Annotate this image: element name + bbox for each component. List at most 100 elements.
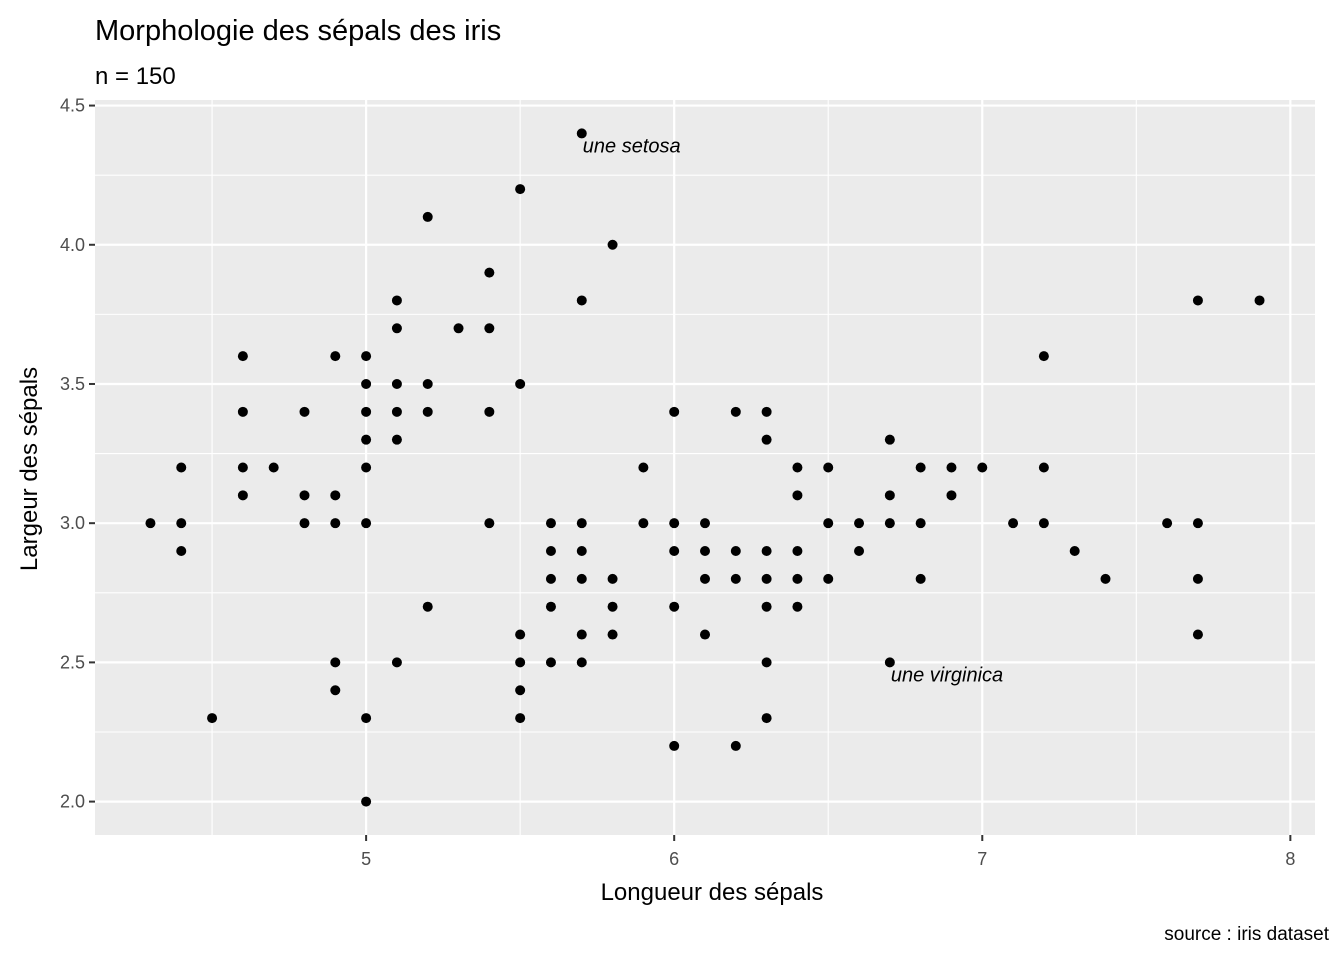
annotations: une setosa une virginica	[583, 135, 1003, 686]
data-point	[237, 462, 248, 473]
data-point	[977, 462, 988, 473]
data-point	[330, 351, 341, 362]
data-point	[761, 546, 772, 557]
x-tick-label: 5	[361, 849, 371, 869]
data-point	[1192, 629, 1203, 640]
data-point	[237, 351, 248, 362]
data-point	[761, 601, 772, 612]
data-point	[515, 685, 526, 696]
data-point	[1100, 573, 1111, 584]
data-point	[823, 518, 834, 529]
data-point	[361, 713, 372, 724]
data-point	[484, 518, 495, 529]
data-point	[422, 406, 433, 417]
data-point	[237, 490, 248, 501]
data-point	[730, 406, 741, 417]
y-tick-label: 2.5	[60, 652, 85, 672]
data-point	[422, 378, 433, 389]
data-point	[1192, 518, 1203, 529]
data-point	[361, 434, 372, 445]
data-point	[915, 573, 926, 584]
data-point	[391, 323, 402, 334]
data-point	[391, 406, 402, 417]
data-point	[1038, 351, 1049, 362]
data-point	[1069, 546, 1080, 557]
data-point	[576, 295, 587, 306]
data-point	[761, 406, 772, 417]
data-point	[1038, 462, 1049, 473]
data-point	[730, 573, 741, 584]
data-point	[422, 601, 433, 612]
y-tick-label: 3.5	[60, 374, 85, 394]
data-point	[607, 573, 618, 584]
x-axis-title: Longueur des sépals	[601, 879, 824, 906]
axis-ticks: 5 6 7 8 2.0 2.5 3.0 3.5 4.0 4.5	[60, 96, 1295, 869]
data-point	[361, 796, 372, 807]
data-point	[145, 518, 156, 529]
data-point	[884, 518, 895, 529]
data-point	[176, 518, 187, 529]
data-point	[515, 184, 526, 195]
data-point	[761, 573, 772, 584]
data-point	[700, 573, 710, 584]
data-point	[330, 490, 341, 501]
data-point	[515, 629, 526, 640]
data-point	[884, 434, 895, 445]
data-point	[792, 546, 803, 557]
data-point	[792, 573, 803, 584]
data-point	[854, 546, 865, 557]
data-point	[361, 378, 372, 389]
data-point	[915, 462, 926, 473]
chart-subtitle: n = 150	[95, 63, 176, 90]
y-tick-label: 4.5	[60, 96, 85, 116]
data-point	[545, 573, 556, 584]
data-point	[946, 490, 957, 501]
data-point	[391, 295, 402, 306]
data-point	[176, 462, 187, 473]
chart-title: Morphologie des sépals des iris	[95, 15, 501, 47]
data-point	[207, 713, 218, 724]
chart-caption: source : iris dataset	[1164, 924, 1329, 945]
data-point	[700, 629, 710, 640]
data-point	[545, 546, 556, 557]
data-point	[761, 713, 772, 724]
point-annotation: une virginica	[891, 664, 1003, 686]
point-annotation: une setosa	[583, 135, 681, 157]
data-point	[761, 657, 772, 668]
data-point	[607, 239, 618, 250]
y-tick-label: 3.0	[60, 513, 85, 533]
data-point	[607, 629, 618, 640]
data-point	[669, 601, 680, 612]
data-point	[237, 406, 248, 417]
data-point	[915, 518, 926, 529]
data-point	[823, 462, 834, 473]
data-point	[299, 518, 310, 529]
data-point	[176, 546, 187, 557]
x-tick-label: 8	[1285, 849, 1295, 869]
data-point	[638, 462, 649, 473]
data-point	[391, 657, 402, 668]
y-tick-label: 4.0	[60, 235, 85, 255]
data-point	[792, 601, 803, 612]
data-point	[484, 267, 495, 278]
data-point	[361, 518, 372, 529]
y-axis-title: Largeur des sépals	[16, 367, 43, 571]
data-point	[361, 351, 372, 362]
data-point	[330, 685, 341, 696]
data-point	[545, 518, 556, 529]
data-point	[1192, 295, 1203, 306]
data-point	[391, 378, 402, 389]
data-point	[484, 406, 495, 417]
data-point	[792, 462, 803, 473]
data-point	[330, 518, 341, 529]
data-point	[1192, 573, 1203, 584]
data-point	[268, 462, 279, 473]
data-point	[884, 657, 895, 668]
data-point	[700, 546, 710, 557]
data-point	[730, 546, 741, 557]
data-point	[700, 518, 710, 529]
data-point	[730, 740, 741, 751]
data-point	[576, 573, 587, 584]
data-point	[1008, 518, 1019, 529]
